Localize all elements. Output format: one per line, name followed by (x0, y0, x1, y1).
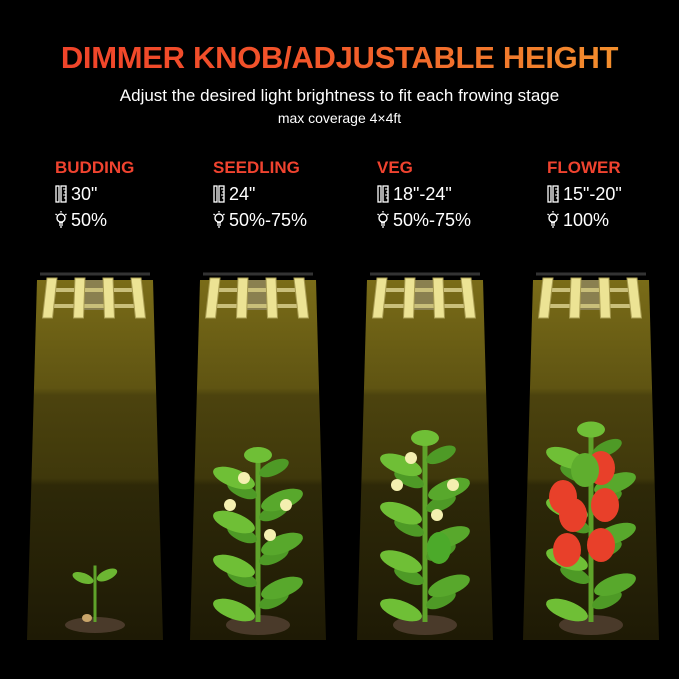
green-pepper (571, 453, 599, 487)
leaf (426, 445, 456, 465)
panel-flower (523, 272, 659, 640)
stage-flower: FLOWER 15"-20" 100% (547, 158, 679, 230)
stage-name: BUDDING (55, 158, 135, 177)
headline: DIMMER KNOB/ADJUSTABLE HEIGHT (0, 40, 679, 76)
grow-light-fixture (40, 272, 150, 319)
plant (213, 447, 303, 635)
flower (405, 452, 417, 464)
seed (82, 614, 92, 622)
ruler-icon (377, 185, 389, 203)
soil (65, 617, 125, 633)
light-bulb-icon (547, 211, 559, 228)
stage-height: 15"-20" (563, 183, 622, 204)
stage-height: 30" (71, 183, 98, 204)
plant (546, 421, 636, 635)
light-bulb-icon (377, 211, 389, 228)
stage-height: 18"-24" (393, 183, 452, 204)
red-pepper (553, 533, 581, 567)
green-pepper (427, 532, 451, 564)
coverage-note: max coverage 4×4ft (277, 110, 402, 126)
panel-veg (357, 272, 493, 640)
leaf (213, 554, 255, 578)
stage-seedling: SEEDLING 24" 50%-75% (213, 158, 353, 230)
red-pepper (587, 528, 615, 562)
stage-brightness: 50%-75% (229, 209, 308, 230)
red-pepper (591, 488, 619, 522)
leaf (592, 590, 622, 610)
leaf (546, 598, 588, 622)
stage-height: 24" (229, 183, 256, 204)
flower (264, 529, 276, 541)
leaf (380, 598, 422, 622)
plant (65, 565, 125, 633)
stage-name: SEEDLING (213, 158, 300, 177)
stage-brightness: 100% (563, 209, 610, 230)
flower (447, 479, 459, 491)
leaf (261, 488, 303, 512)
stage-brightness: 50% (71, 209, 108, 230)
panel-budding (27, 272, 163, 640)
plant (380, 430, 470, 635)
leaf (261, 532, 303, 556)
leaf (213, 598, 255, 622)
flower (238, 472, 250, 484)
ruler-icon (213, 185, 225, 203)
stage-name: FLOWER (547, 158, 621, 177)
subtitle: Adjust the desired light brightness to f… (119, 86, 560, 105)
panel-seedling (190, 272, 326, 640)
light-bulb-icon (213, 211, 225, 228)
ruler-icon (547, 185, 559, 203)
grow-light-fixture (370, 272, 480, 319)
red-pepper (559, 498, 587, 532)
leaf (259, 458, 289, 478)
light-beam (27, 280, 163, 640)
leaf (380, 453, 422, 477)
flower (391, 479, 403, 491)
grow-light-fixture (203, 272, 313, 319)
leaf (380, 501, 422, 525)
leaf (261, 576, 303, 600)
light-bulb-icon (55, 211, 67, 228)
leaf (560, 565, 590, 584)
leaf (380, 550, 422, 573)
leaf (428, 574, 470, 598)
stage-veg: VEG 18"-24" 50%-75% (377, 158, 517, 230)
stage-name: VEG (377, 158, 413, 177)
stage-brightness: 50%-75% (393, 209, 472, 230)
leaf (594, 573, 636, 597)
flower (224, 499, 236, 511)
grow-light-fixture (536, 272, 646, 319)
stage-budding: BUDDING 30" 50% (55, 158, 195, 230)
flower (280, 499, 292, 511)
ruler-icon (55, 185, 67, 203)
flower (431, 509, 443, 521)
leaf (213, 510, 255, 534)
